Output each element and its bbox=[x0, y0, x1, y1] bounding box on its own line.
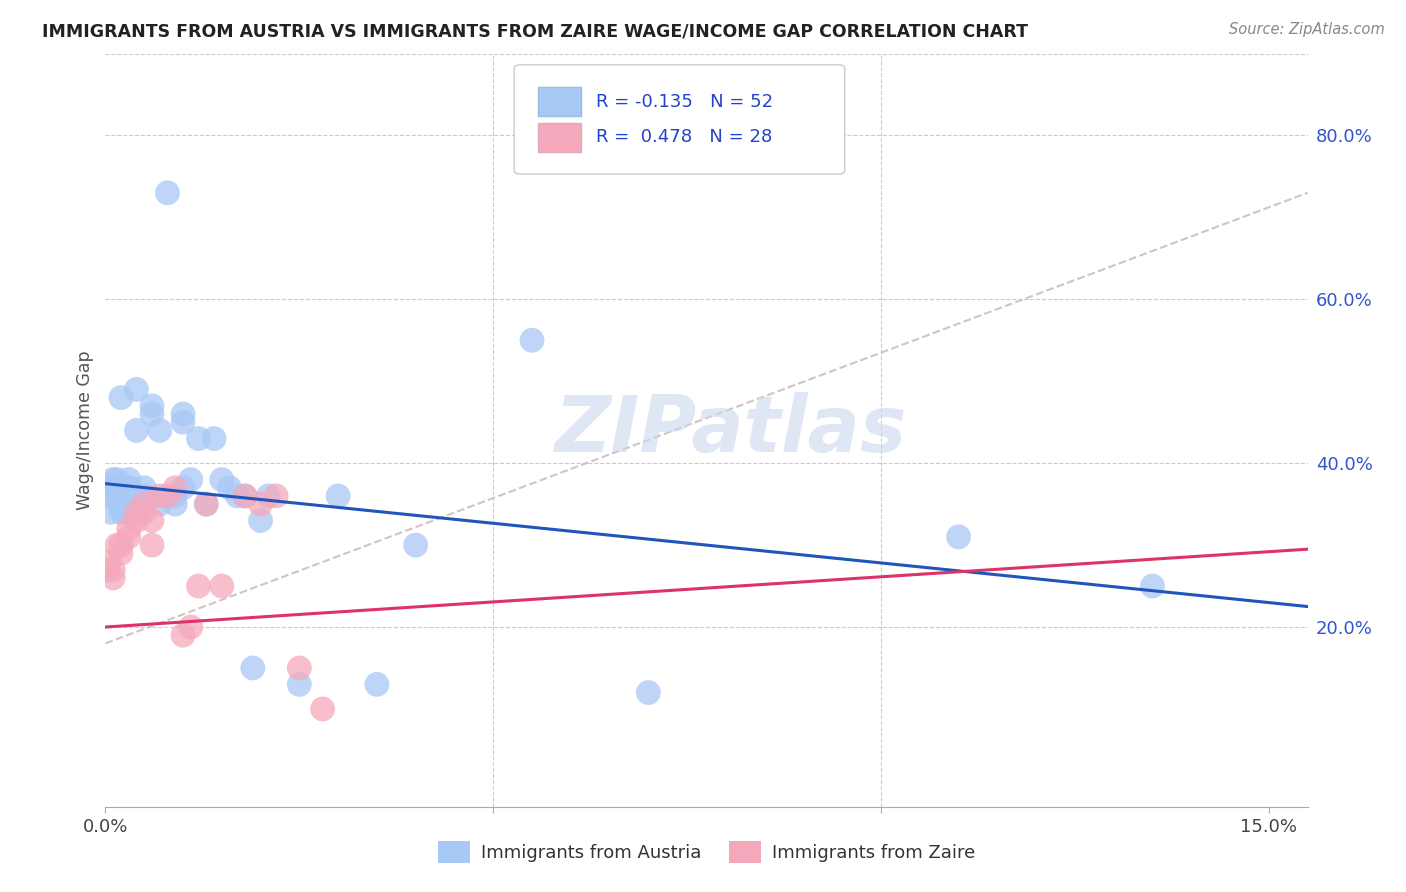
Point bbox=[100, 505, 122, 519]
FancyBboxPatch shape bbox=[515, 65, 845, 174]
Point bbox=[149, 497, 172, 511]
Point bbox=[105, 481, 128, 495]
Point bbox=[103, 473, 125, 487]
Point bbox=[97, 563, 120, 577]
Point bbox=[110, 505, 132, 519]
Text: Source: ZipAtlas.com: Source: ZipAtlas.com bbox=[1229, 22, 1385, 37]
Point bbox=[149, 489, 172, 503]
Point bbox=[118, 481, 141, 495]
Point bbox=[180, 473, 202, 487]
Point bbox=[125, 383, 148, 397]
Point bbox=[118, 481, 141, 495]
Point bbox=[118, 522, 141, 536]
Point bbox=[637, 685, 659, 699]
Point bbox=[125, 489, 148, 503]
Point bbox=[103, 571, 125, 585]
Point bbox=[118, 530, 141, 544]
Text: R = -0.135   N = 52: R = -0.135 N = 52 bbox=[596, 93, 773, 111]
Point bbox=[233, 489, 256, 503]
Point bbox=[105, 473, 128, 487]
Point bbox=[105, 538, 128, 552]
Point bbox=[226, 489, 249, 503]
Point bbox=[134, 505, 156, 519]
Point bbox=[195, 497, 218, 511]
Point bbox=[103, 489, 125, 503]
Point bbox=[103, 481, 125, 495]
Point bbox=[249, 514, 271, 528]
FancyBboxPatch shape bbox=[538, 87, 582, 116]
Point bbox=[180, 620, 202, 634]
Point bbox=[187, 432, 209, 446]
Point bbox=[1142, 579, 1164, 593]
Point bbox=[211, 579, 233, 593]
Point bbox=[149, 424, 172, 438]
Point bbox=[110, 538, 132, 552]
Point bbox=[98, 489, 121, 503]
Point bbox=[110, 497, 132, 511]
Point bbox=[165, 481, 187, 495]
Point bbox=[520, 333, 543, 347]
Point bbox=[211, 473, 233, 487]
Point bbox=[165, 489, 187, 503]
Point bbox=[110, 546, 132, 560]
Point bbox=[172, 628, 194, 642]
Point bbox=[172, 415, 194, 429]
Point bbox=[257, 489, 280, 503]
Point bbox=[134, 481, 156, 495]
Point bbox=[125, 424, 148, 438]
Point bbox=[141, 407, 163, 421]
Point bbox=[366, 677, 388, 691]
Point bbox=[118, 489, 141, 503]
Point bbox=[141, 538, 163, 552]
Text: IMMIGRANTS FROM AUSTRIA VS IMMIGRANTS FROM ZAIRE WAGE/INCOME GAP CORRELATION CHA: IMMIGRANTS FROM AUSTRIA VS IMMIGRANTS FR… bbox=[42, 22, 1028, 40]
Point bbox=[125, 514, 148, 528]
Point bbox=[202, 432, 225, 446]
Point bbox=[233, 489, 256, 503]
Text: ZIPatlas: ZIPatlas bbox=[554, 392, 907, 468]
Point bbox=[103, 563, 125, 577]
FancyBboxPatch shape bbox=[538, 123, 582, 152]
Point bbox=[134, 497, 156, 511]
Text: R =  0.478   N = 28: R = 0.478 N = 28 bbox=[596, 128, 772, 146]
Point bbox=[134, 497, 156, 511]
Point bbox=[110, 489, 132, 503]
Point bbox=[311, 702, 333, 716]
Point bbox=[405, 538, 427, 552]
Point bbox=[288, 661, 311, 675]
Point bbox=[114, 505, 136, 519]
Legend: Immigrants from Austria, Immigrants from Zaire: Immigrants from Austria, Immigrants from… bbox=[430, 833, 983, 870]
Point bbox=[172, 407, 194, 421]
Point bbox=[134, 489, 156, 503]
Point bbox=[118, 473, 141, 487]
Point bbox=[195, 497, 218, 511]
Point bbox=[187, 579, 209, 593]
Point bbox=[242, 661, 264, 675]
Point bbox=[97, 481, 120, 495]
Point bbox=[172, 481, 194, 495]
Point bbox=[98, 554, 121, 568]
Point bbox=[110, 391, 132, 405]
Point bbox=[141, 399, 163, 413]
Point bbox=[326, 489, 349, 503]
Point bbox=[288, 677, 311, 691]
Point bbox=[264, 489, 287, 503]
Point bbox=[156, 186, 179, 200]
Point bbox=[249, 497, 271, 511]
Point bbox=[156, 489, 179, 503]
Point bbox=[141, 514, 163, 528]
Point bbox=[218, 481, 240, 495]
Y-axis label: Wage/Income Gap: Wage/Income Gap bbox=[76, 351, 94, 510]
Point bbox=[948, 530, 970, 544]
Point bbox=[125, 505, 148, 519]
Point bbox=[165, 497, 187, 511]
